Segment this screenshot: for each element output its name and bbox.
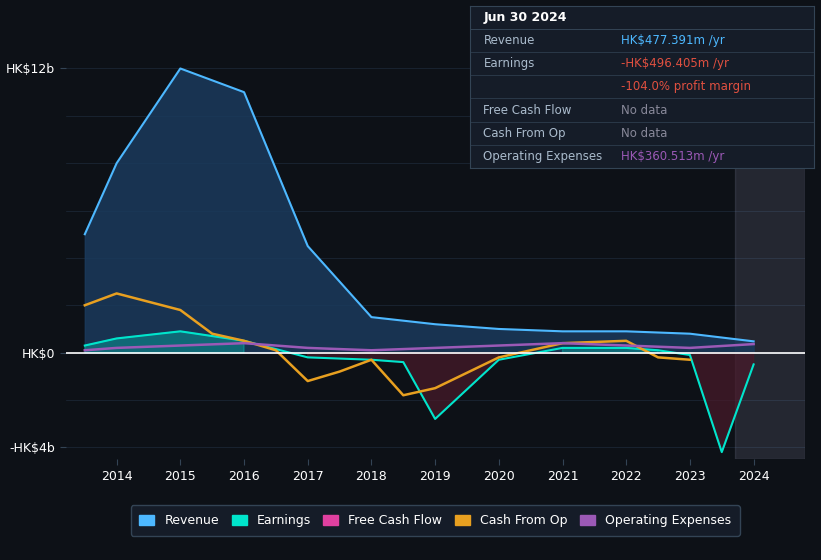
Text: No data: No data xyxy=(621,127,667,139)
Text: HK$477.391m /yr: HK$477.391m /yr xyxy=(621,34,725,47)
Text: -HK$496.405m /yr: -HK$496.405m /yr xyxy=(621,57,729,70)
Legend: Revenue, Earnings, Free Cash Flow, Cash From Op, Operating Expenses: Revenue, Earnings, Free Cash Flow, Cash … xyxy=(131,505,740,536)
Text: -104.0% profit margin: -104.0% profit margin xyxy=(621,80,751,94)
Text: No data: No data xyxy=(621,104,667,116)
Text: Earnings: Earnings xyxy=(484,57,534,70)
Bar xyxy=(735,45,805,459)
Text: Cash From Op: Cash From Op xyxy=(484,127,566,139)
Text: Revenue: Revenue xyxy=(484,34,534,47)
Text: Operating Expenses: Operating Expenses xyxy=(484,150,603,163)
Text: HK$360.513m /yr: HK$360.513m /yr xyxy=(621,150,725,163)
Text: Free Cash Flow: Free Cash Flow xyxy=(484,104,571,116)
Text: Jun 30 2024: Jun 30 2024 xyxy=(484,11,567,24)
